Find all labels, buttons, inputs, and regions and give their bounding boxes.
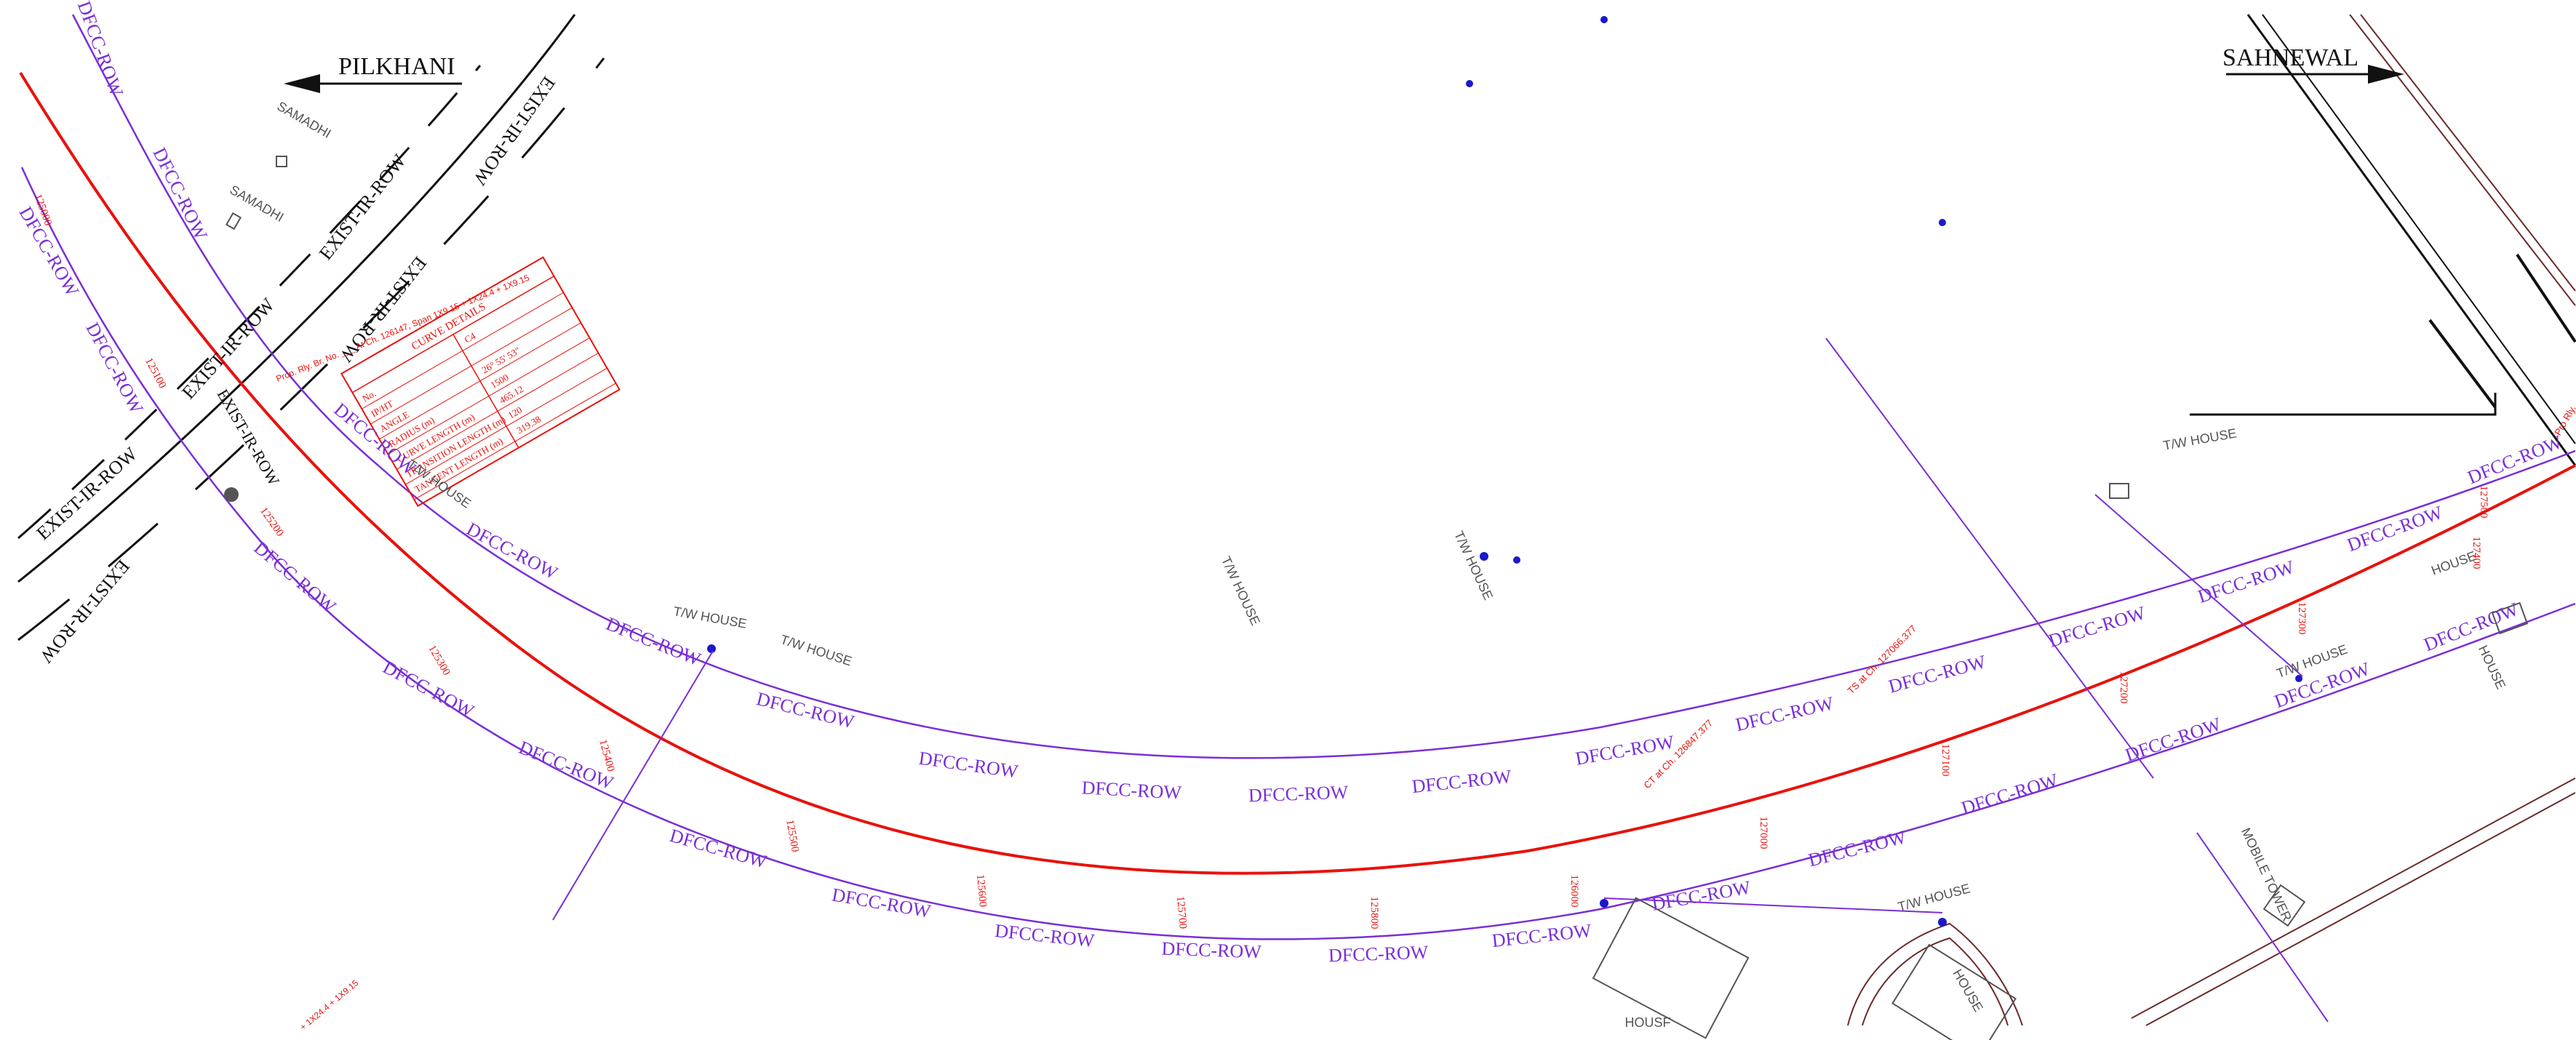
dfcc-row-label-upper-16: DFCC-ROW (2345, 502, 2446, 556)
mobile-tower-label: MOBILE TOWER (2238, 825, 2294, 924)
house-label-partial: HOUSF (1625, 1015, 1671, 1030)
samadhi-label-1: SAMADHI (274, 99, 333, 141)
dfcc-row-label-upper-7: DFCC-ROW (917, 748, 1019, 783)
tw-house-label-4: T/W HOUSE (1219, 554, 1263, 628)
right-edge-callout: Pro Rly. (2552, 403, 2576, 437)
chainage-label-125600: 125600 (974, 874, 989, 908)
dfcc-row-label-upper-14: DFCC-ROW (2046, 602, 2148, 652)
proposed-alignment (19, 71, 2576, 875)
span-callout: + 1X24.4 + 1X9.15 (298, 977, 361, 1032)
exist-row-label-1: EXIST-IR-ROW (315, 150, 410, 263)
dfcc-row-label-lower-8: DFCC-ROW (1328, 942, 1429, 967)
direction-label-pilkhani: PILKHANI (338, 53, 455, 80)
curve-table-rule (396, 352, 599, 470)
dfcc-row-label-upper-2: DFCC-ROW (81, 319, 147, 417)
curve-table-rule (362, 292, 564, 409)
tw-house-label-7: T/W HOUSE (1897, 881, 1972, 914)
tw-house-label-5: T/W HOUSE (1451, 529, 1496, 602)
curve-table-value: 319.38 (515, 413, 543, 436)
chainage-label-127300: 127300 (2296, 602, 2308, 635)
dfcc-row-label-upper-0: DFCC-ROW (73, 0, 127, 100)
chainage-label-125800: 125800 (1368, 897, 1380, 929)
direction-left: PILKHANI (284, 53, 462, 93)
curve-table-rule (379, 322, 581, 440)
exist-row-label-7: EXIST-IR-ROW (214, 386, 284, 489)
dfcc-row-lines (20, 14, 2576, 940)
dfcc-row-label-lower-1: DFCC-ROW (250, 537, 340, 617)
dfcc-row-label-lower-2: DFCC-ROW (380, 656, 478, 721)
dfcc-row-label-upper-9: DFCC-ROW (1248, 782, 1349, 807)
curve-table-rule (405, 367, 607, 485)
tw-house-label-2: T/W HOUSE (672, 604, 748, 631)
existing-ir-row-lines (17, 14, 605, 641)
dfcc-row-label-lower-7: DFCC-ROW (1161, 938, 1262, 963)
chainage-label-126000: 126000 (1568, 875, 1580, 908)
dfcc-row-label-lower-11: DFCC-ROW (1806, 826, 1909, 871)
chainage-label-125200: 125200 (258, 505, 286, 539)
curve-table-value: 120 (506, 404, 524, 421)
dfcc-row-label-lower-4: DFCC-ROW (667, 825, 769, 873)
chainage-label-127400: 127400 (2471, 537, 2482, 569)
curve-table-rule (414, 383, 616, 500)
chainage-label-127100: 127100 (1939, 744, 1951, 777)
exist-row-label-6: EXIST-IR-ROW (36, 556, 134, 667)
curve-table-value: 465.12 (498, 383, 525, 406)
house-label-2: HOUSE (2476, 643, 2508, 691)
dfcc-row-label-upper-5: DFCC-ROW (603, 613, 704, 670)
direction-right: SAHNEWAL (2222, 44, 2404, 84)
dfcc-row-label-lower-15: DFCC-ROW (2421, 599, 2522, 655)
dfcc-row-label-upper-12: DFCC-ROW (1734, 692, 1836, 735)
curve-table-label: IP/HT (369, 398, 395, 419)
dfcc-row-label-upper-8: DFCC-ROW (1081, 777, 1182, 803)
curve-table-value: C4 (463, 330, 478, 345)
curve-table-rule (388, 337, 590, 455)
dfcc-row-label-lower-10: DFCC-ROW (1650, 876, 1752, 914)
dfcc-row-label-lower-13: DFCC-ROW (2123, 713, 2225, 766)
right-boundary-lines (1847, 14, 2576, 1026)
chainage-label-127000: 127000 (1758, 817, 1769, 849)
dfcc-row-label-upper-6: DFCC-ROW (754, 688, 857, 732)
dfcc-row-label-upper-4: DFCC-ROW (463, 518, 562, 583)
feature-symbols (224, 16, 2529, 1040)
house-label-3: HOUSE (1950, 967, 1986, 1014)
chainage-label-127200: 127200 (2118, 671, 2129, 704)
curve-table-rule (370, 307, 573, 425)
direction-label-sahnewal: SAHNEWAL (2222, 44, 2358, 71)
dfcc-row-label-lower-12: DFCC-ROW (1959, 769, 2061, 819)
dfcc-row-label-lower-5: DFCC-ROW (830, 884, 933, 921)
samadhi-label-2: SAMADHI (227, 183, 286, 225)
dfcc-row-label-upper-1: DFCC-ROW (149, 144, 212, 243)
tw-house-label-6: T/W HOUSE (2162, 425, 2238, 452)
dfcc-row-label-upper-10: DFCC-ROW (1411, 766, 1512, 797)
tw-house-label-3: T/W HOUSE (778, 632, 853, 669)
dfcc-row-label-upper-13: DFCC-ROW (1886, 651, 1989, 697)
chainage-label-125700: 125700 (1174, 896, 1189, 929)
chainage-label-127500: 127500 (2478, 486, 2489, 519)
chainage-label-125100: 125100 (143, 356, 168, 391)
exist-row-label-3: EXIST-IR-ROW (32, 443, 141, 544)
chainage-label-125500: 125500 (783, 819, 801, 853)
dfcc-row-label-lower-6: DFCC-ROW (994, 920, 1096, 951)
curve-table-label: No. (360, 388, 378, 404)
chainage-label-125300: 125300 (426, 644, 452, 678)
